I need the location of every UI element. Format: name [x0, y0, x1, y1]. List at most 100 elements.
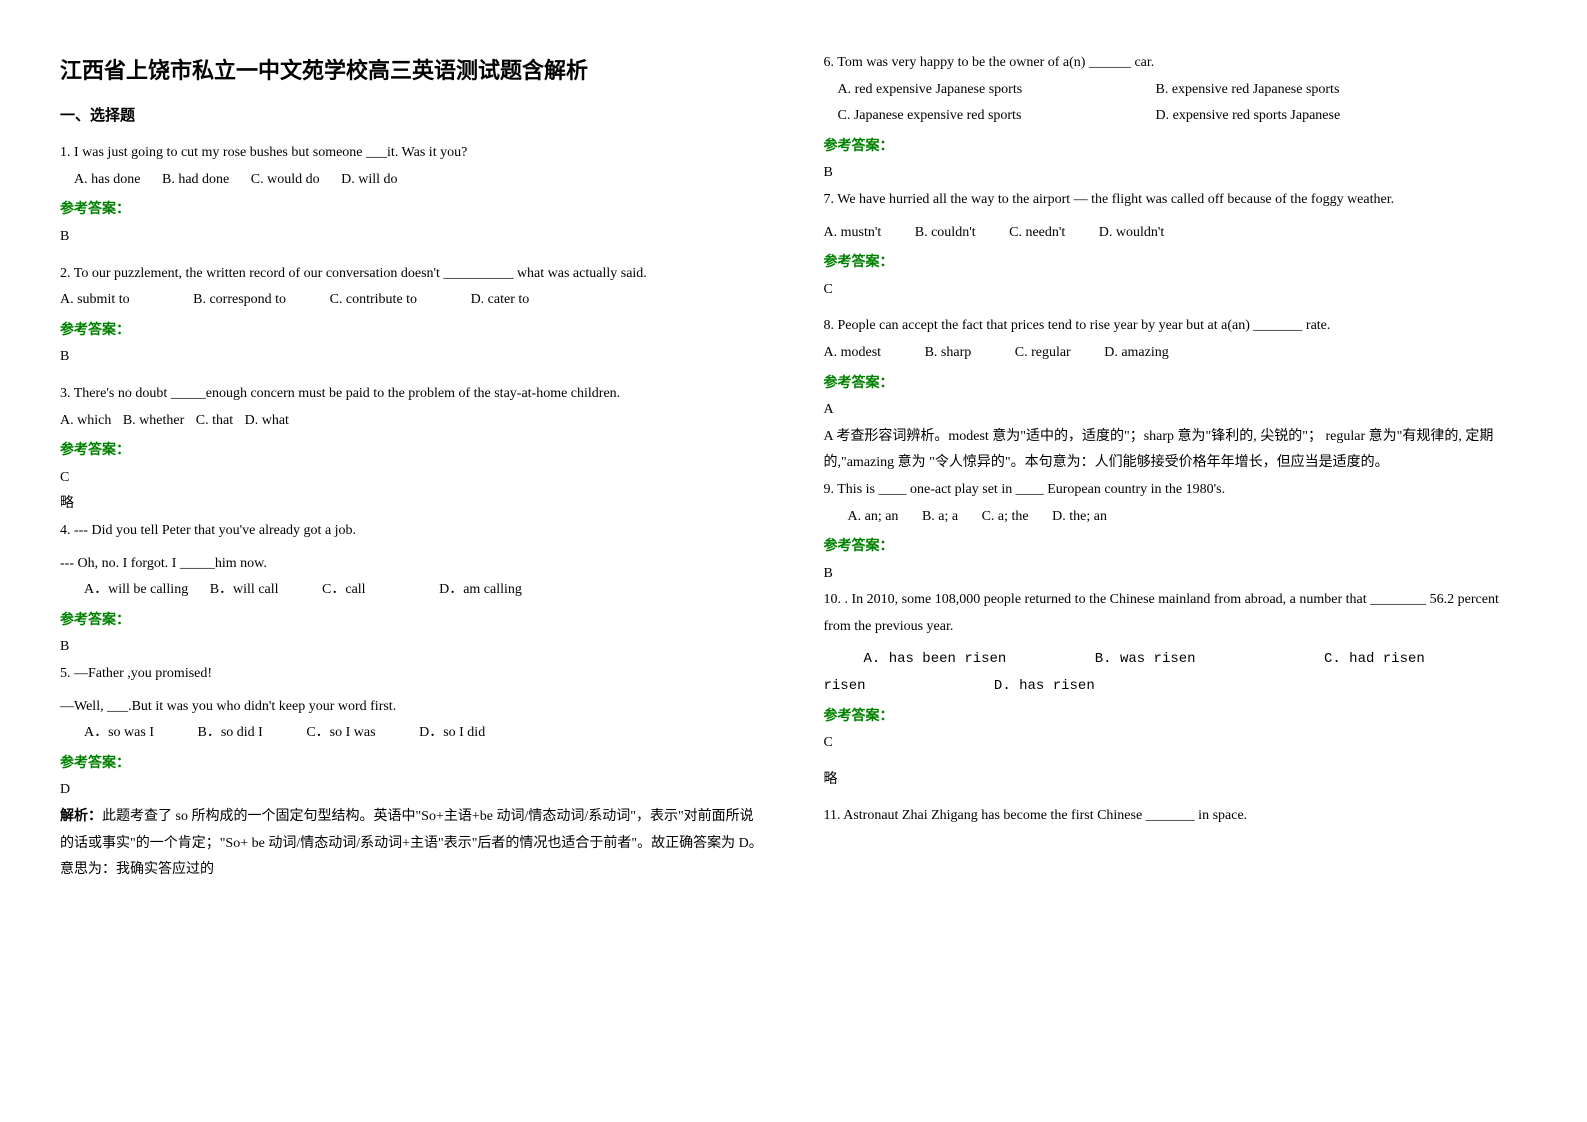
q4-opt-d: D．am calling: [439, 582, 522, 597]
answer-label: 参考答案：: [60, 751, 764, 778]
question-7: 7. We have hurried all the way to the ai…: [824, 187, 1528, 303]
q5-answer: D: [60, 777, 764, 804]
answer-label: 参考答案：: [60, 318, 764, 345]
q2-opt-b: B. correspond to: [193, 292, 286, 307]
q8-opt-d: D. amazing: [1104, 345, 1169, 360]
q6-options: A. red expensive Japanese sports B. expe…: [838, 77, 1528, 130]
q1-opt-c: C. would do: [251, 172, 320, 187]
page-container: 江西省上饶市私立一中文苑学校高三英语测试题含解析 一、选择题 1. I was …: [0, 0, 1587, 934]
q10-options-row2: risen D. has risen: [824, 673, 1528, 700]
q5-options: A．so was I B．so did I C．so I was D．so I …: [84, 720, 764, 747]
q3-lve: 略: [60, 491, 764, 518]
q9-stem: 9. This is ____ one-act play set in ____…: [824, 477, 1528, 504]
q7-opt-d: D. wouldn't: [1099, 225, 1165, 240]
q3-answer: C: [60, 465, 764, 492]
answer-label: 参考答案：: [60, 197, 764, 224]
q2-options: A. submit to B. correspond to C. contrib…: [60, 287, 764, 314]
q6-opt-b: B. expensive red Japanese sports: [1156, 77, 1340, 104]
answer-label: 参考答案：: [824, 371, 1528, 398]
question-6: 6. Tom was very happy to be the owner of…: [824, 50, 1528, 187]
exam-title: 江西省上饶市私立一中文苑学校高三英语测试题含解析: [60, 50, 764, 92]
q5-explain-text: 此题考查了 so 所构成的一个固定句型结构。英语中"So+主语+be 动词/情态…: [60, 809, 763, 877]
q7-opt-c: C. needn't: [1009, 225, 1065, 240]
q9-answer: B: [824, 561, 1528, 588]
q2-stem: 2. To our puzzlement, the written record…: [60, 261, 764, 288]
q10-opt-d: D. has risen: [994, 678, 1095, 694]
q5-opt-c: C．so I was: [306, 725, 375, 740]
q2-opt-a: A. submit to: [60, 292, 130, 307]
q10-lve: 略: [824, 767, 1528, 794]
q1-stem: 1. I was just going to cut my rose bushe…: [60, 140, 764, 167]
q2-opt-d: D. cater to: [471, 292, 530, 307]
q7-answer: C: [824, 277, 1528, 304]
q1-opt-b: B. had done: [162, 172, 229, 187]
q7-options: A. mustn't B. couldn't C. needn't D. wou…: [824, 220, 1528, 247]
q8-opt-c: C. regular: [1015, 345, 1071, 360]
q8-opt-b: B. sharp: [925, 345, 972, 360]
q10-answer: C: [824, 730, 1528, 757]
question-2: 2. To our puzzlement, the written record…: [60, 261, 764, 371]
q5-opt-a: A．so was I: [84, 725, 154, 740]
q6-answer: B: [824, 160, 1528, 187]
q1-opt-d: D. will do: [341, 172, 397, 187]
question-9: 9. This is ____ one-act play set in ____…: [824, 477, 1528, 587]
q10-opt-c: C. had risen: [1324, 646, 1425, 673]
q10-risen: risen: [824, 678, 866, 694]
q9-opt-b: B. a; a: [922, 509, 958, 524]
q8-explain: A 考查形容词辨析。modest 意为"适中的，适度的"；sharp 意为"锋利…: [824, 424, 1528, 477]
q5-stem1: 5. —Father ,you promised!: [60, 661, 764, 688]
q4-stem1: 4. --- Did you tell Peter that you've al…: [60, 518, 764, 545]
q1-opt-a: A. has done: [74, 172, 141, 187]
q3-opt-a: A. which: [60, 413, 111, 428]
q6-opt-a: A. red expensive Japanese sports: [838, 77, 1138, 104]
q3-stem: 3. There's no doubt _____enough concern …: [60, 381, 764, 408]
question-11: 11. Astronaut Zhai Zhigang has become th…: [824, 803, 1528, 830]
q9-opt-c: C. a; the: [982, 509, 1029, 524]
q3-opt-d: D. what: [245, 413, 289, 428]
q11-stem: 11. Astronaut Zhai Zhigang has become th…: [824, 803, 1528, 830]
q8-stem: 8. People can accept the fact that price…: [824, 313, 1528, 340]
q2-answer: B: [60, 344, 764, 371]
q5-explain: 解析：此题考查了 so 所构成的一个固定句型结构。英语中"So+主语+be 动词…: [60, 804, 764, 884]
q9-opt-d: D. the; an: [1052, 509, 1107, 524]
q1-answer: B: [60, 224, 764, 251]
q7-stem: 7. We have hurried all the way to the ai…: [824, 187, 1528, 214]
q1-options: A. has done B. had done C. would do D. w…: [74, 167, 764, 194]
q3-options: A. which B. whether C. that D. what: [60, 408, 764, 435]
q8-options: A. modest B. sharp C. regular D. amazing: [824, 340, 1528, 367]
q6-opt-c: C. Japanese expensive red sports: [838, 103, 1138, 130]
q10-opt-a: A. has been risen: [864, 646, 1007, 673]
q5-opt-b: B．so did I: [198, 725, 263, 740]
question-10: 10. . In 2010, some 108,000 people retur…: [824, 587, 1528, 793]
right-column: 6. Tom was very happy to be the owner of…: [824, 50, 1528, 884]
q10-options: A. has been risen B. was risen C. had ri…: [864, 646, 1528, 673]
q9-opt-a: A. an; an: [848, 509, 899, 524]
answer-label: 参考答案：: [60, 608, 764, 635]
answer-label: 参考答案：: [824, 704, 1528, 731]
q6-stem: 6. Tom was very happy to be the owner of…: [824, 50, 1528, 77]
question-1: 1. I was just going to cut my rose bushe…: [60, 140, 764, 250]
q4-stem2: --- Oh, no. I forgot. I _____him now.: [60, 551, 764, 578]
left-column: 江西省上饶市私立一中文苑学校高三英语测试题含解析 一、选择题 1. I was …: [60, 50, 764, 884]
q4-answer: B: [60, 634, 764, 661]
question-3: 3. There's no doubt _____enough concern …: [60, 381, 764, 518]
answer-label: 参考答案：: [824, 134, 1528, 161]
section-heading: 一、选择题: [60, 102, 764, 131]
question-4: 4. --- Did you tell Peter that you've al…: [60, 518, 764, 661]
q4-options: A．will be calling B．will call C．call D．a…: [84, 577, 764, 604]
q3-opt-c: C. that: [196, 413, 233, 428]
q10-stem: 10. . In 2010, some 108,000 people retur…: [824, 587, 1528, 640]
q3-opt-b: B. whether: [123, 413, 184, 428]
q7-opt-a: A. mustn't: [824, 225, 882, 240]
q5-stem2: —Well, ___.But it was you who didn't kee…: [60, 694, 764, 721]
q7-opt-b: B. couldn't: [915, 225, 976, 240]
explain-label: 解析：: [60, 809, 102, 824]
q4-opt-a: A．will be calling: [84, 582, 188, 597]
q8-opt-a: A. modest: [824, 345, 882, 360]
q6-opt-d: D. expensive red sports Japanese: [1156, 103, 1341, 130]
q8-answer: A: [824, 397, 1528, 424]
question-5: 5. —Father ,you promised! —Well, ___.But…: [60, 661, 764, 884]
q4-opt-c: C．call: [322, 582, 366, 597]
question-8: 8. People can accept the fact that price…: [824, 313, 1528, 477]
q5-opt-d: D．so I did: [419, 725, 485, 740]
